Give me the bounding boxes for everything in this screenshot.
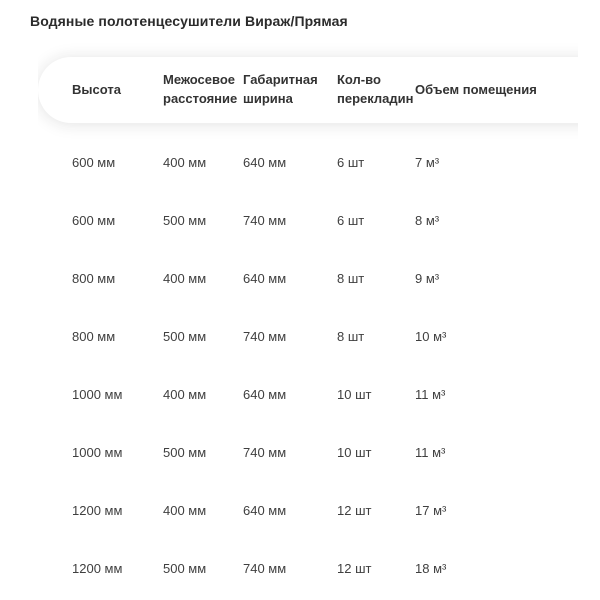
table-cell: 400 мм — [163, 270, 207, 286]
table-row: 1000 мм 500 мм 740 мм 10 шт 11 м³ — [38, 423, 578, 481]
table-cell: 6 шт — [337, 212, 365, 228]
table-cell: 640 мм — [243, 270, 287, 286]
table-cell: 11 м³ — [415, 444, 446, 460]
page-title: Водяные полотенцесушители Вираж/Прямая — [30, 13, 348, 29]
table-cell: 640 мм — [243, 154, 287, 170]
column-header: Межосевое расстояние — [163, 72, 238, 106]
column-header: Объем помещения — [415, 81, 537, 97]
table-cell: 740 мм — [243, 444, 287, 460]
table-cell: 10 м³ — [415, 328, 447, 344]
table-cell: 10 шт — [337, 386, 372, 402]
table-row: 800 мм 500 мм 740 мм 8 шт 10 м³ — [38, 307, 578, 365]
table-cell: 8 шт — [337, 328, 365, 344]
column-header: Высота — [72, 81, 121, 97]
table-cell: 1000 мм — [72, 444, 123, 460]
table-cell: 600 мм — [72, 154, 116, 170]
table-cell: 10 шт — [337, 444, 372, 460]
table-cell: 400 мм — [163, 502, 207, 518]
table-cell: 7 м³ — [415, 154, 440, 170]
table-cell: 740 мм — [243, 328, 287, 344]
table-cell: 500 мм — [163, 444, 207, 460]
table-cell: 17 м³ — [415, 502, 447, 518]
table-cell: 800 мм — [72, 270, 116, 286]
table-row: 600 мм 500 мм 740 мм 6 шт 8 м³ — [38, 191, 578, 249]
table-row: 800 мм 400 мм 640 мм 8 шт 9 м³ — [38, 249, 578, 307]
table-row: 600 мм 400 мм 640 мм 6 шт 7 м³ — [38, 133, 578, 191]
table-cell: 500 мм — [163, 328, 207, 344]
table-cell: 1000 мм — [72, 386, 123, 402]
table-cell: 12 шт — [337, 502, 372, 518]
table-cell: 9 м³ — [415, 270, 440, 286]
spec-table: Высота Межосевое расстояние Габаритная шир… — [38, 41, 578, 597]
table-cell: 740 мм — [243, 560, 287, 576]
table-row: 1000 мм 400 мм 640 мм 10 шт 11 м³ — [38, 365, 578, 423]
table-cell: 500 мм — [163, 560, 207, 576]
table-cell: 1200 мм — [72, 502, 123, 518]
table-cell: 18 м³ — [415, 560, 447, 576]
table-cell: 400 мм — [163, 154, 207, 170]
table-cell: 1200 мм — [72, 560, 123, 576]
table-cell: 640 мм — [243, 502, 287, 518]
table-cell: 12 шт — [337, 560, 372, 576]
table-cell: 800 мм — [72, 328, 116, 344]
column-header: Габаритная ширина — [243, 72, 318, 106]
table-cell: 11 м³ — [415, 386, 446, 402]
column-header: Кол-во перекладин — [337, 72, 414, 106]
table-row: 1200 мм 500 мм 740 мм 12 шт 18 м³ — [38, 539, 578, 597]
table-cell: 6 шт — [337, 154, 365, 170]
table-cell: 8 м³ — [415, 212, 440, 228]
table-header-row: Высота Межосевое расстояние Габаритная шир… — [38, 57, 578, 123]
table-cell: 8 шт — [337, 270, 365, 286]
table-body: 600 мм 400 мм 640 мм 6 шт 7 м³ 600 мм 500 мм 74… — [38, 133, 578, 597]
table-cell: 500 мм — [163, 212, 207, 228]
table-cell: 740 мм — [243, 212, 287, 228]
table-row: 1200 мм 400 мм 640 мм 12 шт 17 м³ — [38, 481, 578, 539]
table-cell: 600 мм — [72, 212, 116, 228]
table-cell: 640 мм — [243, 386, 287, 402]
table-cell: 400 мм — [163, 386, 207, 402]
